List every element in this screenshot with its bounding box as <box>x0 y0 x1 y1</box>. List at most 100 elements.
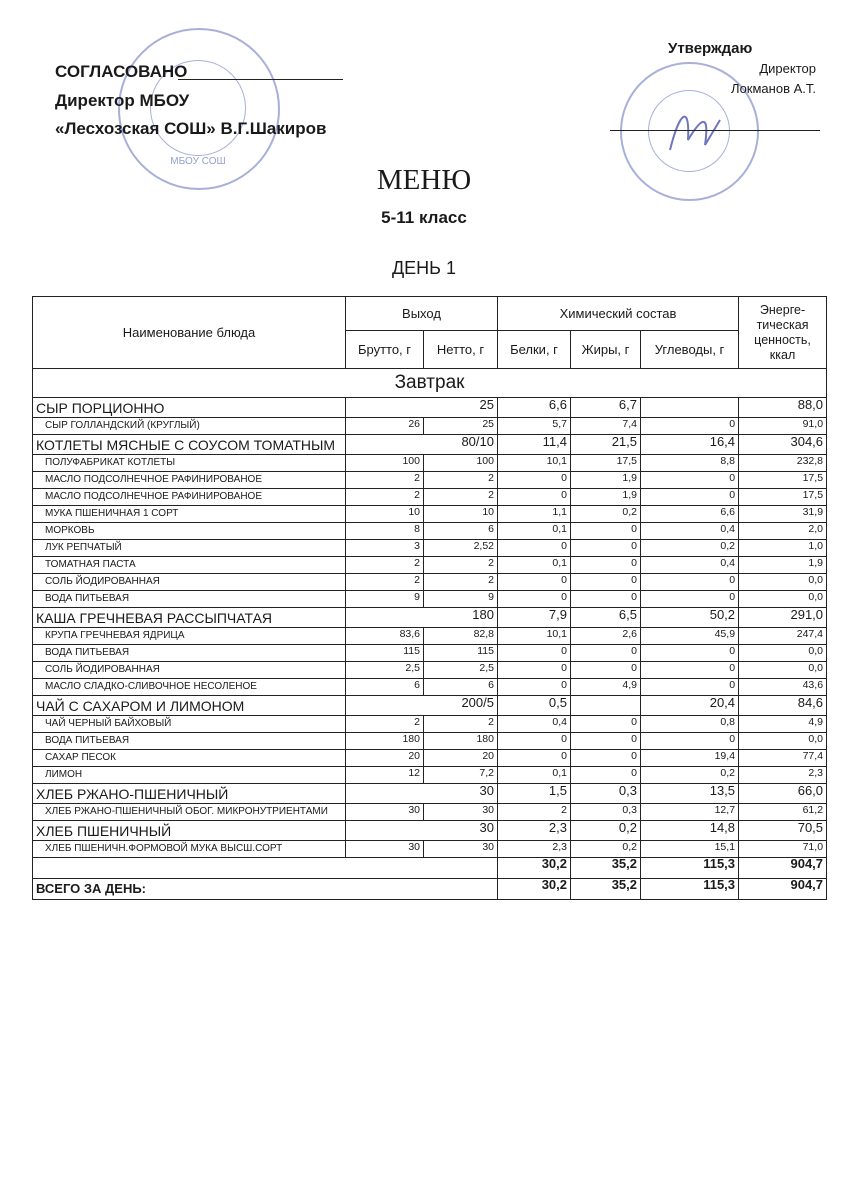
netto-cell: 2 <box>423 556 498 574</box>
protein-cell: 30,2 <box>497 857 571 879</box>
output-cell: 80/10 <box>345 434 498 455</box>
protein-cell: 2 <box>497 803 571 821</box>
row-name: ХЛЕБ ПШЕНИЧНЫЙ <box>32 820 346 841</box>
energy-cell: 904,7 <box>738 857 828 879</box>
carbs-cell: 0 <box>639 417 740 435</box>
carbs-cell: 0,8 <box>639 715 740 733</box>
brutto-cell: 30 <box>345 840 424 858</box>
fat-cell: 1,9 <box>570 488 641 506</box>
protein-cell: 0 <box>497 644 571 662</box>
ingredient-row: ВОДА ПИТЬЕВАЯ 180 180 0 0 0 0,0 <box>32 732 828 750</box>
brutto-cell: 30 <box>345 803 424 821</box>
dish-row: ХЛЕБ РЖАНО-ПШЕНИЧНЫЙ 30 1,5 0,3 13,5 66,0 <box>32 783 828 804</box>
seal-text: МБОУ СОШ <box>170 156 226 167</box>
row-name: МАСЛО ПОДСОЛНЕЧНОЕ РАФИНИРОВАНОЕ <box>32 471 346 489</box>
output-cell: 30 <box>345 820 498 841</box>
fat-cell: 1,9 <box>570 471 641 489</box>
brutto-cell: 180 <box>345 732 424 750</box>
fat-cell <box>570 695 641 716</box>
energy-cell: 66,0 <box>738 783 828 804</box>
fat-cell: 0 <box>570 590 641 608</box>
carbs-cell: 0 <box>639 573 740 591</box>
carbs-cell: 20,4 <box>639 695 740 716</box>
carbs-cell: 14,8 <box>639 820 740 841</box>
fat-cell: 7,4 <box>570 417 641 435</box>
signature-line-right <box>610 130 820 131</box>
carbs-cell: 0,4 <box>639 522 740 540</box>
carbs-cell: 45,9 <box>639 627 740 645</box>
ingredient-row: САХАР ПЕСОК 20 20 0 0 19,4 77,4 <box>32 749 828 767</box>
ingredient-row: ХЛЕБ РЖАНО-ПШЕНИЧНЫЙ ОБОГ. МИКРОНУТРИЕНТ… <box>32 803 828 821</box>
energy-cell: 0,0 <box>738 573 828 591</box>
ingredient-row: ПОЛУФАБРИКАТ КОТЛЕТЫ 100 100 10,1 17,5 8,8 232… <box>32 454 828 472</box>
protein-cell: 10,1 <box>497 627 571 645</box>
row-name: СОЛЬ ЙОДИРОВАННАЯ <box>32 661 346 679</box>
header-brutto: Брутто, г <box>345 330 424 369</box>
row-name: ЧАЙ ЧЕРНЫЙ БАЙХОВЫЙ <box>32 715 346 733</box>
protein-cell: 11,4 <box>497 434 571 455</box>
row-name: МАСЛО СЛАДКО-СЛИВОЧНОЕ НЕСОЛЕНОЕ <box>32 678 346 696</box>
protein-cell: 0,1 <box>497 556 571 574</box>
netto-cell: 9 <box>423 590 498 608</box>
energy-cell: 17,5 <box>738 471 828 489</box>
energy-cell: 17,5 <box>738 488 828 506</box>
row-name: ВОДА ПИТЬЕВАЯ <box>32 732 346 750</box>
carbs-cell: 6,6 <box>639 505 740 523</box>
row-name: СЫР ГОЛЛАНДСКИЙ (КРУГЛЫЙ) <box>32 417 346 435</box>
row-name: ТОМАТНАЯ ПАСТА <box>32 556 346 574</box>
protein-cell: 0 <box>497 749 571 767</box>
fat-cell: 0 <box>570 749 641 767</box>
fat-cell: 0 <box>570 556 641 574</box>
fat-cell: 0 <box>570 661 641 679</box>
energy-cell: 1,0 <box>738 539 828 557</box>
netto-cell: 2 <box>423 573 498 591</box>
header-carbs: Углеводы, г <box>639 330 740 369</box>
output-cell: 25 <box>345 397 498 418</box>
row-name: ПОЛУФАБРИКАТ КОТЛЕТЫ <box>32 454 346 472</box>
approval-left-line1: СОГЛАСОВАНО <box>55 62 188 81</box>
protein-cell: 2,3 <box>497 840 571 858</box>
netto-cell: 2 <box>423 488 498 506</box>
brutto-cell: 2 <box>345 488 424 506</box>
brutto-cell: 2,5 <box>345 661 424 679</box>
carbs-cell: 0 <box>639 644 740 662</box>
protein-cell: 5,7 <box>497 417 571 435</box>
fat-cell: 6,7 <box>570 397 641 418</box>
netto-cell: 30 <box>423 803 498 821</box>
fat-cell: 35,2 <box>570 857 641 879</box>
protein-cell: 2,3 <box>497 820 571 841</box>
energy-cell: 43,6 <box>738 678 828 696</box>
row-name: ВСЕГО ЗА ДЕНЬ: <box>32 878 498 900</box>
fat-cell: 0,3 <box>570 783 641 804</box>
fat-cell: 0 <box>570 715 641 733</box>
ingredient-row: СЫР ГОЛЛАНДСКИЙ (КРУГЛЫЙ) 26 25 5,7 7,4 0 91,0 <box>32 417 828 435</box>
ingredient-row: МОРКОВЬ 8 6 0,1 0 0,4 2,0 <box>32 522 828 540</box>
output-cell: 180 <box>345 607 498 628</box>
brutto-cell: 2 <box>345 715 424 733</box>
fat-cell: 0 <box>570 644 641 662</box>
ingredient-row: ВОДА ПИТЬЕВАЯ 115 115 0 0 0 0,0 <box>32 644 828 662</box>
protein-cell: 0 <box>497 539 571 557</box>
netto-cell: 20 <box>423 749 498 767</box>
brutto-cell: 10 <box>345 505 424 523</box>
energy-cell: 0,0 <box>738 644 828 662</box>
netto-cell: 115 <box>423 644 498 662</box>
netto-cell: 6 <box>423 678 498 696</box>
row-name: КОТЛЕТЫ МЯСНЫЕ С СОУСОМ ТОМАТНЫМ <box>32 434 346 455</box>
brutto-cell: 26 <box>345 417 424 435</box>
ingredient-row: ТОМАТНАЯ ПАСТА 2 2 0,1 0 0,4 1,9 <box>32 556 828 574</box>
carbs-cell: 0 <box>639 590 740 608</box>
row-name: ВОДА ПИТЬЕВАЯ <box>32 644 346 662</box>
energy-cell: 71,0 <box>738 840 828 858</box>
energy-cell: 247,4 <box>738 627 828 645</box>
netto-cell: 10 <box>423 505 498 523</box>
energy-cell: 91,0 <box>738 417 828 435</box>
ingredient-row: ВОДА ПИТЬЕВАЯ 9 9 0 0 0 0,0 <box>32 590 828 608</box>
energy-cell: 61,2 <box>738 803 828 821</box>
fat-cell: 0 <box>570 573 641 591</box>
ingredient-row: СОЛЬ ЙОДИРОВАННАЯ 2,5 2,5 0 0 0 0,0 <box>32 661 828 679</box>
carbs-cell: 0,4 <box>639 556 740 574</box>
header-fat: Жиры, г <box>570 330 641 369</box>
energy-cell: 88,0 <box>738 397 828 418</box>
row-name <box>32 857 498 879</box>
